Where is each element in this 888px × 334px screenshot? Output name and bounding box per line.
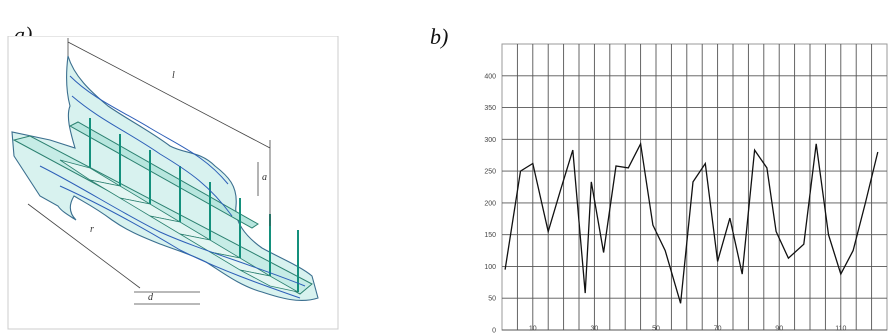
x-tick-label: 110 xyxy=(835,326,846,333)
series-line xyxy=(504,141,879,304)
x-tick-label: 90 xyxy=(775,326,783,333)
dimension-label-d: d xyxy=(148,292,154,303)
y-tick-label: 0 xyxy=(492,328,496,334)
line-chart: 0 50 100 150 200 250 300 350 400 10 30 50 70 90 110 xyxy=(484,43,888,334)
transverse-frames xyxy=(89,118,299,292)
y-tick-label: 50 xyxy=(488,296,496,303)
y-tick-label: 400 xyxy=(484,73,496,80)
dimension-label-l: l xyxy=(172,70,175,81)
y-tick-label: 100 xyxy=(484,264,496,271)
structural-frame-drawing: l a r d xyxy=(7,36,339,330)
chart-ticks: 0 50 100 150 200 250 300 350 400 10 30 50 70 90 110 xyxy=(484,73,846,334)
x-tick-label: 70 xyxy=(714,326,722,333)
shelf-plates xyxy=(59,159,299,293)
x-tick-label: 50 xyxy=(652,326,660,333)
y-tick-label: 350 xyxy=(484,105,496,112)
plot-area xyxy=(501,43,888,331)
chart-grid xyxy=(502,44,887,331)
y-tick-label: 200 xyxy=(484,200,496,207)
dimension-label-r: r xyxy=(90,224,94,235)
dimension-label-a: a xyxy=(262,172,267,183)
x-tick-label: 10 xyxy=(529,326,537,333)
dimension-lines xyxy=(27,38,271,305)
panel-b-label: b) xyxy=(430,24,449,49)
y-tick-label: 250 xyxy=(484,169,496,176)
y-tick-label: 150 xyxy=(484,232,496,239)
contour-lines xyxy=(39,75,306,299)
x-tick-label: 30 xyxy=(591,326,599,333)
y-tick-label: 300 xyxy=(484,137,496,144)
